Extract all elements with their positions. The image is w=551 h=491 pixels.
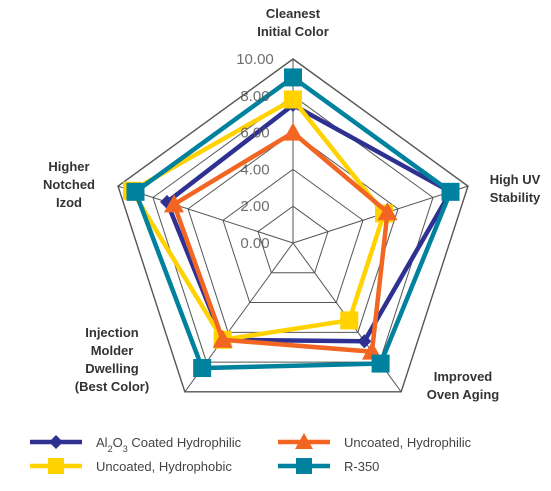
series-line-0 [164,102,454,344]
series-1-point-0 [284,90,302,109]
grid-ring-4 [152,95,434,363]
series-2-point-4 [164,194,185,213]
grid-layer [117,58,469,393]
axis-label-1: High UV Stability [490,172,541,205]
legend-marker-1 [48,458,64,474]
tick-label-2: 4.00 [240,161,269,178]
tick-label-1: 2.00 [240,198,269,215]
axis-labels: Cleanest Initial Color High UV Stability Imp… [43,6,541,402]
series-3-point-3 [193,359,212,378]
tick-label-5: 10.00 [236,51,274,68]
legend-marker-3 [296,458,312,474]
grid-ring-1 [257,205,329,274]
legend-label-2: Uncoated, Hydrophilic [344,435,472,450]
series-3-point-1 [441,182,460,201]
tick-labels: 0.00 2.00 4.00 6.00 8.00 10.00 [236,51,274,252]
series-1-point-2 [340,311,359,330]
grid-ring-2 [222,168,364,304]
series-line-2 [171,129,390,355]
tick-label-0: 0.00 [240,235,269,252]
series-2 [164,122,398,360]
tick-label-3: 6.00 [240,125,269,142]
legend-item-1: Uncoated, Hydrophobic [30,458,232,474]
series-0-point-2 [357,334,372,349]
series-3-point-2 [371,354,390,373]
legend-marker-0 [49,435,63,449]
series-2-point-1 [377,202,398,221]
legend: Al2O3 Coated Hydrophilic Uncoated, Hydrop… [30,433,472,474]
axis-label-0: Cleanest Initial Color [257,6,329,39]
legend-label-3: R-350 [344,459,379,474]
tick-label-4: 8.00 [240,88,269,105]
series-2-point-3 [212,329,233,348]
legend-label-1: Uncoated, Hydrophobic [96,459,232,474]
series-3-point-0 [284,68,302,87]
axis-label-4: Higher Notched Izod [43,159,95,210]
series-2-point-0 [283,122,303,141]
legend-label-0: Al2O3 Coated Hydrophilic [96,435,242,454]
axis-label-2: Improved Oven Aging [427,369,500,402]
series-3-point-4 [126,182,145,201]
legend-item-0: Al2O3 Coated Hydrophilic [30,435,242,454]
legend-marker-2 [295,433,313,449]
legend-item-3: R-350 [278,458,379,474]
axis-label-3: Injection Molder Dwelling (Best Color) [75,325,149,394]
grid-ring-5 [117,58,469,393]
series-line-3 [132,74,454,371]
axis-spoke-4 [117,185,294,244]
series-3 [126,68,460,378]
legend-item-2: Uncoated, Hydrophilic [278,433,472,450]
grid-ring-3 [187,131,399,333]
